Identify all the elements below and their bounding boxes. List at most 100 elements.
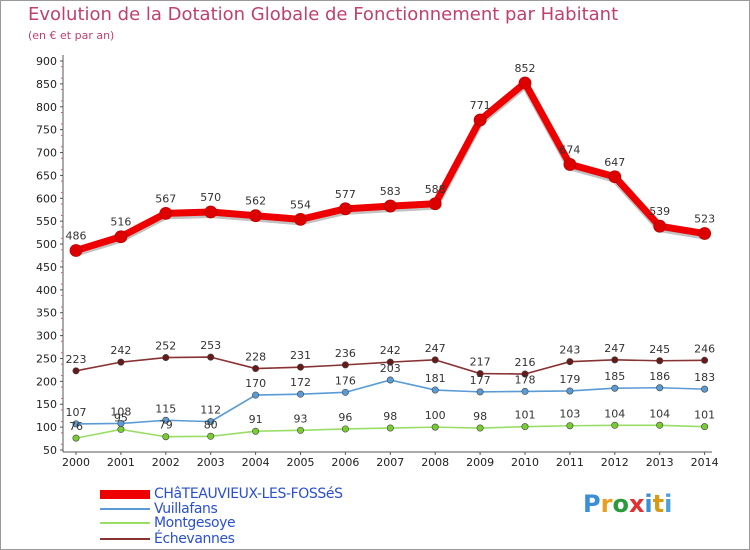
data-label: 104 xyxy=(604,407,625,420)
data-point xyxy=(698,227,711,240)
legend-item-vuillafans[interactable]: Vuillafans xyxy=(100,501,218,517)
data-point xyxy=(428,197,442,211)
data-label: 516 xyxy=(110,216,131,229)
x-tick-label: 2009 xyxy=(466,456,494,469)
data-label: 583 xyxy=(380,185,401,198)
data-label: 570 xyxy=(200,191,221,204)
data-point xyxy=(341,361,349,369)
data-point xyxy=(341,425,349,433)
data-point xyxy=(566,387,574,395)
data-point xyxy=(521,387,529,395)
data-label: 228 xyxy=(245,351,266,364)
chart-canvas: 50 100 150 200 250 300 350 400 450 500 550 600 650 70… xyxy=(36,55,719,469)
data-label: 177 xyxy=(470,374,491,387)
legend-swatch-vuillafans xyxy=(100,508,150,510)
y-tick-label: 350 xyxy=(36,307,57,320)
data-label: 107 xyxy=(66,406,87,419)
data-point xyxy=(162,433,170,441)
series-group xyxy=(69,76,711,442)
data-label: 243 xyxy=(559,344,580,357)
data-point xyxy=(296,363,304,371)
legend-label-vuillafans: Vuillafans xyxy=(154,501,218,517)
data-point xyxy=(518,76,532,90)
data-point xyxy=(114,230,128,244)
data-label: 172 xyxy=(290,376,311,389)
data-point xyxy=(521,423,529,431)
data-label: 852 xyxy=(515,62,536,75)
data-point xyxy=(207,432,215,440)
data-label: 253 xyxy=(200,339,221,352)
legend-item-montgesoye[interactable]: Montgesoye xyxy=(100,515,236,531)
data-label: 554 xyxy=(290,198,311,211)
data-label: 185 xyxy=(604,370,625,383)
data-label: 486 xyxy=(66,229,87,242)
legend-item-chateauvieux[interactable]: CHâTEAUVIEUX-LES-FOSSéS xyxy=(100,486,343,502)
logo-letter: t xyxy=(652,490,665,518)
data-label: 523 xyxy=(694,213,715,226)
x-tick-label: 2002 xyxy=(152,456,180,469)
y-tick-label: 400 xyxy=(36,284,57,297)
data-label: 771 xyxy=(470,99,491,112)
data-label: 95 xyxy=(114,411,128,424)
data-label: 577 xyxy=(335,188,356,201)
logo-letter: o xyxy=(612,490,629,518)
y-tick-label: 450 xyxy=(36,261,57,274)
logo-letter: x xyxy=(628,490,645,518)
data-point xyxy=(252,427,260,435)
y-tick-label: 600 xyxy=(36,192,57,205)
data-point xyxy=(563,158,577,171)
data-point xyxy=(701,423,709,431)
x-tick-label: 2003 xyxy=(197,456,225,469)
data-label: 223 xyxy=(66,353,87,366)
y-tick-label: 300 xyxy=(36,330,57,343)
data-point xyxy=(476,388,484,396)
data-point xyxy=(386,376,394,384)
data-point xyxy=(207,418,215,426)
data-label: 104 xyxy=(649,407,670,420)
data-point xyxy=(72,420,80,428)
data-label: 178 xyxy=(515,373,536,386)
x-tick-label: 2010 xyxy=(511,456,539,469)
data-point xyxy=(608,170,622,184)
data-label: 101 xyxy=(694,409,715,422)
x-tick-label: 2004 xyxy=(242,456,270,469)
data-point xyxy=(204,205,218,219)
data-label: 176 xyxy=(335,374,356,387)
legend-item-echevannes[interactable]: Échevannes xyxy=(100,531,235,547)
data-label: 115 xyxy=(155,402,176,415)
data-label: 181 xyxy=(425,372,446,385)
data-label: 98 xyxy=(383,410,397,423)
x-tick-label: 2011 xyxy=(556,456,584,469)
legend-label-echevannes: Échevannes xyxy=(154,531,235,547)
data-label: 186 xyxy=(649,370,670,383)
x-tick-label: 2008 xyxy=(421,456,449,469)
proxiti-logo: Proxiti xyxy=(583,490,672,518)
data-point xyxy=(252,365,260,373)
data-label: 101 xyxy=(515,409,536,422)
y-tick-label: 250 xyxy=(36,352,57,365)
chart-title: Evolution de la Dotation Globale de Fonc… xyxy=(28,4,619,25)
legend-swatch-echevannes xyxy=(100,538,150,540)
data-point xyxy=(473,113,487,127)
data-label: 91 xyxy=(249,413,263,426)
data-point xyxy=(431,386,439,394)
legend-swatch-chateauvieux xyxy=(100,489,150,499)
data-point xyxy=(296,390,304,398)
legend-label-montgesoye: Montgesoye xyxy=(154,515,236,531)
x-tick-label: 2012 xyxy=(601,456,629,469)
y-tick-label: 700 xyxy=(36,147,57,160)
data-point xyxy=(383,199,397,213)
data-point xyxy=(117,425,125,433)
legend-swatch-montgesoye xyxy=(100,522,150,524)
data-point xyxy=(701,385,709,393)
data-label: 242 xyxy=(110,344,131,357)
data-point xyxy=(656,357,664,365)
data-point xyxy=(249,209,263,223)
y-tick-label: 50 xyxy=(43,444,57,457)
chart-subtitle: (en € et par an) xyxy=(28,29,115,42)
data-point xyxy=(566,358,574,366)
data-point xyxy=(611,384,619,392)
data-point xyxy=(162,416,170,424)
data-point xyxy=(294,212,307,226)
